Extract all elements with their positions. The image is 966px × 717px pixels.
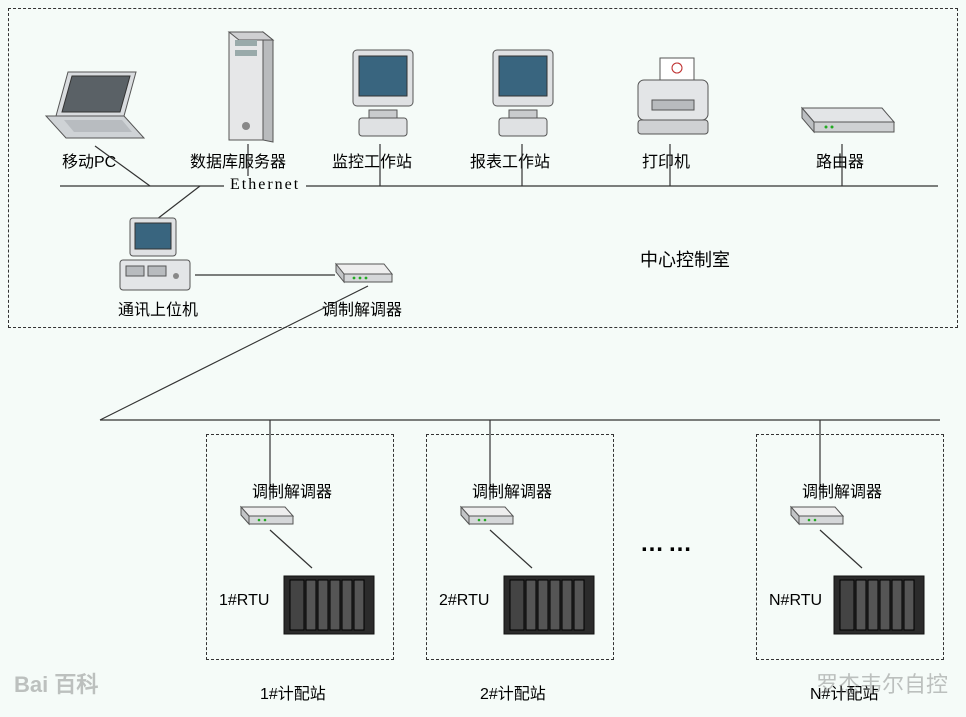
modem-icon bbox=[237, 502, 297, 530]
crt-monitor-icon bbox=[485, 46, 561, 142]
router-label: 路由器 bbox=[816, 148, 864, 172]
comm-host-label: 通讯上位机 bbox=[118, 296, 198, 320]
report-ws-label: 报表工作站 bbox=[470, 148, 550, 172]
ethernet-label: Ethernet bbox=[224, 176, 306, 194]
station-modem-label: 调制解调器 bbox=[802, 478, 882, 502]
station-name-label: 2#计配站 bbox=[480, 680, 546, 704]
rtu-label: 2#RTU bbox=[439, 592, 489, 610]
watermark-left: Bai 百科 bbox=[14, 667, 98, 699]
station-modem-label: 调制解调器 bbox=[472, 478, 552, 502]
server-icon bbox=[225, 30, 275, 144]
router-icon bbox=[796, 98, 896, 138]
rtu-label: 1#RTU bbox=[219, 592, 269, 610]
center-modem-label: 调制解调器 bbox=[322, 296, 402, 320]
rtu-icon bbox=[280, 566, 386, 644]
monitor-ws-label: 监控工作站 bbox=[332, 148, 412, 172]
printer-label: 打印机 bbox=[642, 148, 690, 172]
control-room-label: 中心控制室 bbox=[640, 246, 730, 272]
ellipsis: …… bbox=[640, 530, 696, 558]
laptop-icon bbox=[40, 68, 150, 146]
rtu-label: N#RTU bbox=[769, 592, 822, 610]
modem-icon bbox=[457, 502, 517, 530]
rtu-icon bbox=[830, 566, 936, 644]
rtu-icon bbox=[500, 566, 606, 644]
station-name-label: 1#计配站 bbox=[260, 680, 326, 704]
mobile-pc-label: 移动PC bbox=[62, 148, 116, 172]
printer-icon bbox=[630, 56, 716, 142]
pc-icon bbox=[116, 216, 194, 296]
db-server-label: 数据库服务器 bbox=[190, 148, 286, 172]
crt-monitor-icon bbox=[345, 46, 421, 142]
modem-icon bbox=[787, 502, 847, 530]
modem-icon bbox=[332, 258, 396, 288]
watermark-right: 罗杰韦尔自控 bbox=[816, 667, 948, 699]
station-modem-label: 调制解调器 bbox=[252, 478, 332, 502]
